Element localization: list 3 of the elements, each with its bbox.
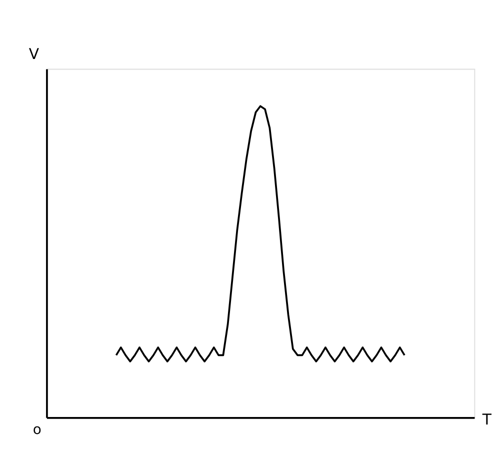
x-axis-title: T: [481, 410, 492, 428]
text: o: [32, 422, 42, 438]
y-axis-title: V: [28, 44, 40, 63]
